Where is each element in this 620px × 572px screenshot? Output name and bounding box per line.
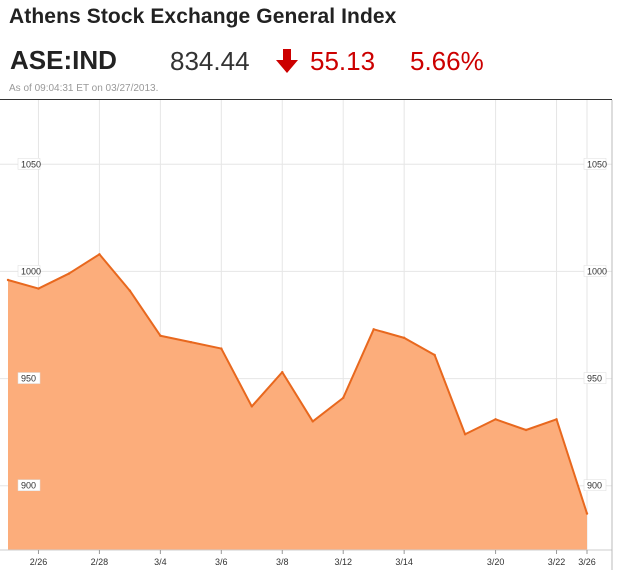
- y-tick-box-right: [583, 158, 607, 170]
- y-tick-box-left: [17, 372, 41, 384]
- data-point: [128, 289, 132, 292]
- data-point: [250, 405, 253, 408]
- y-tick-box-left: [17, 479, 41, 491]
- data-point: [37, 287, 40, 290]
- data-point: [67, 272, 71, 275]
- series-line: [7, 253, 588, 514]
- y-tick-label-right: 900: [587, 481, 602, 491]
- x-tick-label: 3/20: [487, 557, 505, 567]
- series-area: [8, 254, 587, 551]
- data-point: [402, 336, 406, 340]
- as-of-timestamp: As of 09:04:31 ET on 03/27/2013.: [9, 83, 159, 94]
- ticker-symbol: ASE:IND: [10, 45, 117, 75]
- x-tick-label: 3/6: [215, 557, 228, 567]
- y-tick-box-right: [583, 265, 607, 277]
- y-tick-box-right: [583, 479, 607, 491]
- y-tick-label-right: 1050: [587, 159, 607, 169]
- x-tick-label: 3/26: [578, 557, 596, 567]
- data-point: [311, 420, 314, 423]
- data-point: [372, 328, 375, 331]
- data-point: [6, 278, 10, 282]
- last-price: 834.44: [170, 46, 250, 76]
- chart-title: Athens Stock Exchange General Index: [9, 5, 397, 28]
- y-tick-box-left: [17, 158, 41, 170]
- y-tick-label-left: 900: [21, 481, 36, 491]
- data-point: [585, 512, 589, 515]
- data-point: [220, 347, 223, 350]
- x-tick-label: 3/4: [154, 557, 167, 567]
- x-tick-label: 2/26: [30, 557, 48, 567]
- down-arrow-icon: [276, 49, 298, 73]
- x-tick-label: 2/28: [91, 557, 109, 567]
- y-tick-box-left: [17, 265, 41, 277]
- percent-change: 5.66%: [410, 46, 484, 76]
- data-point: [281, 370, 284, 374]
- header-divider: [0, 99, 612, 100]
- data-point: [342, 396, 345, 400]
- y-tick-box-right: [583, 372, 607, 384]
- x-tick-label: 3/12: [334, 557, 352, 567]
- data-point: [494, 418, 497, 421]
- y-tick-label-left: 1000: [21, 266, 41, 276]
- y-tick-label-right: 1000: [587, 266, 607, 276]
- data-point: [159, 334, 162, 337]
- x-tick-label: 3/22: [548, 557, 566, 567]
- data-point: [463, 433, 467, 436]
- x-tick-label: 3/8: [276, 557, 289, 567]
- y-tick-label-left: 950: [21, 374, 36, 384]
- data-point: [555, 418, 558, 421]
- data-point: [98, 253, 101, 256]
- quote-row: ASE:IND 834.44 55.13 5.66%: [0, 44, 620, 78]
- y-tick-label-left: 1050: [21, 159, 41, 169]
- price-change: 55.13: [310, 46, 376, 76]
- x-axis-band: [0, 550, 612, 570]
- x-tick-label: 3/14: [395, 557, 413, 567]
- y-tick-label-right: 950: [587, 374, 602, 384]
- data-point: [189, 340, 193, 344]
- index-chart: 900 900 950 950 1000 1000 1050 1050 2/26 2/28 3/4 3…: [0, 100, 613, 570]
- data-point: [524, 428, 528, 432]
- data-point: [433, 353, 436, 357]
